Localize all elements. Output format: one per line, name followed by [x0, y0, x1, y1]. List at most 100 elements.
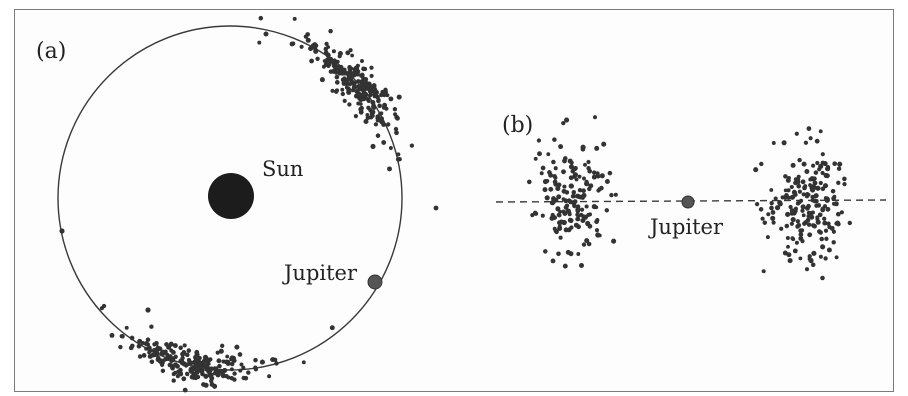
asteroid-dot	[572, 199, 578, 204]
asteroid-dot	[157, 346, 163, 352]
asteroid-dot	[379, 111, 384, 116]
asteroid-dot	[594, 228, 600, 233]
asteroid-dot	[147, 350, 152, 355]
asteroid-dot	[241, 365, 246, 370]
asteroid-dot	[341, 80, 346, 85]
asteroid-dot	[581, 188, 586, 194]
asteroid-dot	[758, 207, 764, 212]
asteroid-dot	[781, 140, 787, 146]
asteroid-dot	[820, 160, 826, 166]
asteroid-dot	[161, 351, 166, 356]
asteroid-dot	[832, 161, 838, 167]
asteroid-dot	[178, 345, 183, 351]
asteroid-dot	[185, 371, 189, 376]
asteroid-dot	[164, 342, 169, 347]
asteroid-dot	[587, 223, 593, 229]
right-trojan-cluster-side-view	[753, 126, 853, 281]
asteroid-dot	[539, 171, 544, 176]
asteroid-dot	[831, 196, 836, 201]
asteroid-dot	[561, 197, 566, 202]
asteroid-dot	[218, 348, 224, 354]
asteroid-dot	[796, 222, 802, 228]
asteroid-dot	[328, 56, 334, 62]
asteroid-dot	[257, 40, 262, 45]
asteroid-dot	[201, 382, 206, 387]
asteroid-dot	[818, 129, 823, 134]
jupiter-a	[367, 274, 383, 290]
asteroid-dot	[369, 65, 374, 70]
asteroid-dot	[167, 362, 173, 368]
asteroid-dot	[817, 212, 823, 218]
asteroid-dot	[552, 173, 557, 179]
asteroid-dot	[394, 130, 399, 136]
asteroid-dot	[332, 65, 337, 70]
asteroid-dot	[754, 201, 760, 207]
asteroid-dot	[562, 184, 567, 189]
asteroid-dot	[823, 196, 828, 201]
asteroid-dot	[118, 344, 123, 350]
asteroid-dot	[323, 61, 329, 67]
asteroid-dot	[375, 114, 381, 120]
sun-label: Sun	[262, 157, 303, 181]
asteroid-dot	[215, 350, 220, 355]
asteroid-dot	[329, 325, 335, 331]
asteroid-dot	[609, 192, 614, 198]
asteroid-dot	[823, 228, 829, 233]
asteroid-dot	[237, 352, 243, 357]
asteroid-dot	[347, 64, 352, 70]
asteroid-dot	[180, 351, 186, 357]
asteroid-dot	[178, 371, 184, 377]
asteroid-dot	[101, 303, 107, 309]
asteroid-dot	[785, 235, 790, 241]
asteroid-dot	[556, 212, 561, 217]
panel-a-label: (a)	[36, 39, 66, 64]
asteroid-dot	[382, 102, 388, 108]
asteroid-dot	[189, 374, 195, 380]
asteroid-dot	[820, 186, 826, 192]
asteroid-dot	[807, 232, 813, 238]
asteroid-dot	[396, 94, 402, 100]
asteroid-dot	[771, 141, 776, 145]
asteroid-dot	[826, 247, 832, 253]
asteroid-dot	[818, 180, 823, 186]
asteroid-dot	[826, 221, 831, 226]
asteroid-dot	[542, 187, 548, 193]
asteroid-dot	[769, 188, 774, 192]
asteroid-dot	[564, 117, 570, 123]
asteroid-dot	[769, 205, 774, 211]
asteroid-dot	[340, 87, 345, 92]
asteroid-dot	[334, 88, 340, 93]
asteroid-dot	[353, 65, 359, 71]
asteroid-dot	[591, 174, 597, 180]
asteroid-dot	[258, 15, 264, 21]
asteroid-dot	[299, 44, 304, 49]
asteroid-dot	[842, 181, 847, 187]
panel-b-label: (b)	[502, 113, 533, 138]
asteroid-dot	[339, 66, 344, 72]
asteroid-dot	[808, 136, 813, 141]
asteroid-dot	[188, 360, 194, 366]
asteroid-dot	[834, 255, 839, 260]
asteroid-dot	[170, 357, 176, 363]
asteroid-dot	[109, 332, 115, 338]
asteroid-dot	[331, 68, 337, 74]
asteroid-dot	[580, 207, 585, 212]
asteroid-dot	[388, 96, 394, 102]
asteroid-dot	[124, 325, 129, 330]
asteroid-dot	[393, 126, 399, 132]
asteroid-dot	[556, 182, 562, 188]
asteroid-dot	[220, 343, 225, 348]
asteroid-dot	[601, 141, 607, 147]
asteroid-dot	[171, 372, 176, 377]
asteroid-dot	[373, 122, 379, 127]
asteroid-dot	[770, 215, 776, 221]
asteroid-dot	[543, 249, 548, 254]
asteroid-dot	[823, 172, 829, 178]
asteroid-dot	[548, 186, 554, 192]
asteroid-dot	[225, 361, 231, 366]
asteroid-dot	[350, 53, 355, 58]
asteroid-dot	[181, 376, 187, 382]
asteroid-dot	[556, 251, 561, 257]
asteroid-dot	[839, 210, 845, 215]
